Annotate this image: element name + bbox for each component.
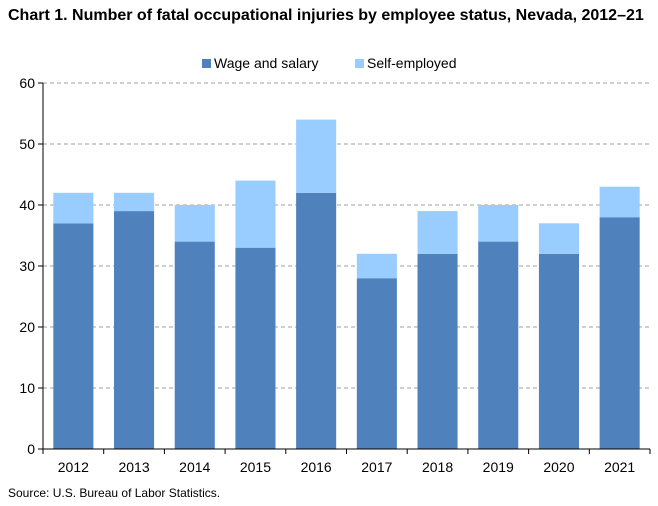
bar-self-employed	[296, 119, 337, 193]
bar-self-employed	[174, 205, 215, 242]
x-tick-label: 2017	[361, 459, 392, 475]
bar-wage-and-salary	[235, 247, 276, 449]
bar-self-employed	[235, 180, 276, 248]
x-tick-label: 2018	[422, 459, 453, 475]
y-tick-label: 10	[19, 380, 35, 396]
bar-wage-and-salary	[538, 253, 579, 449]
bar-wage-and-salary	[478, 241, 519, 449]
bar-self-employed	[53, 192, 94, 224]
x-tick-label: 2012	[58, 459, 89, 475]
x-tick-label: 2016	[301, 459, 332, 475]
bar-self-employed	[478, 205, 519, 242]
y-tick-label: 40	[19, 197, 35, 213]
chart-title: Chart 1. Number of fatal occupational in…	[8, 7, 644, 24]
bar-wage-and-salary	[356, 278, 397, 449]
source-note: Source: U.S. Bureau of Labor Statistics.	[8, 486, 221, 500]
bars	[53, 119, 640, 450]
bar-self-employed	[538, 223, 579, 254]
chart: 0 10 20 30 40 50 60 2012 2013 2014 2015 2016 2017 201…	[19, 55, 651, 475]
x-tick-label: 2020	[543, 459, 574, 475]
y-tick-label: 60	[19, 75, 35, 91]
legend-label: Wage and salary	[214, 55, 319, 71]
bar-wage-and-salary	[53, 223, 94, 449]
legend-swatch	[355, 59, 364, 68]
x-tick-label: 2014	[179, 459, 210, 475]
bar-self-employed	[114, 192, 155, 212]
bar-self-employed	[599, 186, 640, 218]
axes: 0 10 20 30 40 50 60 2012 2013 2014 2015 2016 2017 201…	[19, 75, 651, 475]
legend-swatch	[202, 59, 211, 68]
x-tick-label: 2019	[483, 459, 514, 475]
y-tick-label: 20	[19, 319, 35, 335]
bar-self-employed	[356, 253, 397, 279]
bar-wage-and-salary	[417, 253, 458, 449]
y-tick-label: 30	[19, 258, 35, 274]
bar-wage-and-salary	[114, 211, 155, 449]
bar-wage-and-salary	[296, 192, 337, 450]
y-tick-label: 0	[27, 441, 35, 457]
y-tick-label: 50	[19, 136, 35, 152]
bar-wage-and-salary	[174, 241, 215, 449]
bar-self-employed	[417, 211, 458, 254]
legend: Wage and salary Self-employed	[202, 55, 457, 71]
x-tick-label: 2021	[604, 459, 635, 475]
x-tick-label: 2015	[240, 459, 271, 475]
bar-wage-and-salary	[599, 217, 640, 449]
x-tick-label: 2013	[118, 459, 149, 475]
legend-label: Self-employed	[367, 55, 457, 71]
